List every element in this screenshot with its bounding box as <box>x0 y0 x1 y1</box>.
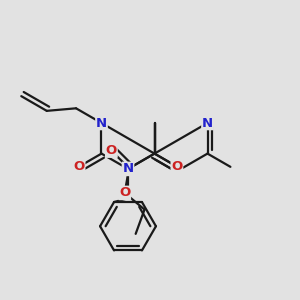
Text: O: O <box>106 144 117 157</box>
Text: O: O <box>119 186 130 200</box>
Text: N: N <box>96 116 107 130</box>
Text: N: N <box>122 162 134 176</box>
Text: O: O <box>171 160 182 173</box>
Text: N: N <box>202 116 213 130</box>
Text: O: O <box>74 160 85 173</box>
